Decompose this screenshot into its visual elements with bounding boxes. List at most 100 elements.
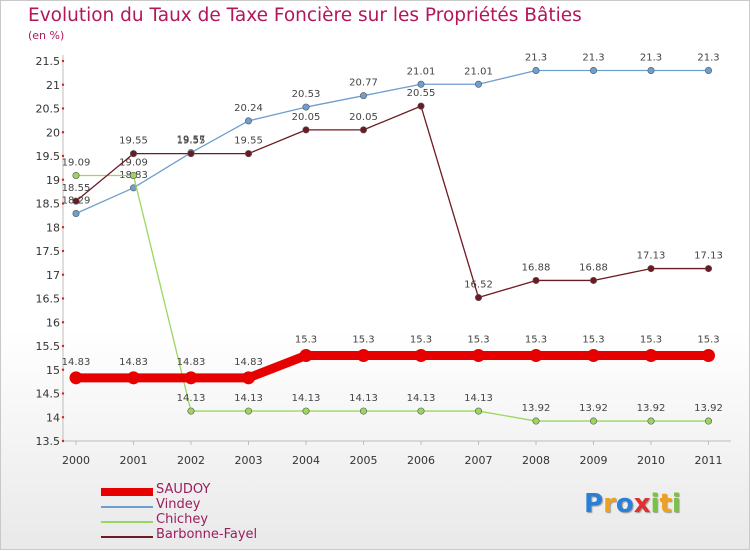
data-label-chichey: 13.92 [522, 403, 551, 414]
legend-label-vindey: Vindey [156, 497, 201, 512]
data-point-vindey [302, 103, 310, 111]
data-point-chichey [474, 407, 482, 415]
data-label-chichey: 19.09 [62, 157, 91, 168]
x-tick-label: 2002 [177, 454, 205, 467]
y-tick-label: 20 [46, 126, 60, 139]
data-point-saudoy [69, 371, 83, 385]
y-tick-mark [61, 154, 65, 158]
legend-swatch-saudoy [101, 488, 153, 496]
x-tick-label: 2004 [292, 454, 320, 467]
data-point-vindey [647, 67, 655, 75]
legend-label-saudoy: SAUDOY [156, 482, 211, 497]
data-label-saudoy: 15.3 [295, 335, 317, 346]
series-line-chichey [76, 174, 709, 422]
data-point-barbonne-fayel [359, 126, 367, 134]
data-point-vindey [589, 67, 597, 75]
data-label-chichey: 19.09 [119, 157, 148, 168]
data-point-chichey [532, 417, 540, 425]
data-label-vindey: 21.3 [582, 53, 604, 64]
data-point-saudoy [587, 349, 600, 362]
y-tick-label: 16 [46, 316, 60, 329]
data-label-barbonne-fayel: 16.52 [464, 280, 493, 291]
y-tick-mark [61, 178, 65, 181]
x-tick-label: 2011 [695, 454, 723, 467]
y-tick-label: 17 [46, 269, 60, 282]
data-label-barbonne-fayel: 18.55 [62, 183, 91, 194]
legend-swatch-barbonne-fayel [101, 536, 153, 538]
data-label-barbonne-fayel: 17.13 [637, 251, 666, 262]
x-tick-label: 2010 [637, 454, 665, 467]
data-point-saudoy [242, 371, 255, 385]
logo-letter: x [633, 489, 651, 519]
data-label-barbonne-fayel: 19.55 [177, 136, 206, 147]
series-line-vindey [75, 69, 709, 215]
data-point-saudoy [472, 349, 485, 362]
data-label-saudoy: 14.83 [62, 357, 91, 368]
y-tick-label: 21 [46, 79, 60, 92]
data-label-saudoy: 14.83 [177, 357, 206, 368]
data-point-saudoy [529, 349, 543, 362]
data-point-saudoy [357, 349, 370, 362]
logo-letter: i [650, 489, 660, 519]
y-tick-label: 18 [46, 221, 60, 234]
data-label-vindey: 20.53 [292, 89, 321, 100]
y-tick-mark [61, 416, 65, 419]
data-point-chichey [647, 417, 655, 425]
data-point-saudoy [414, 349, 428, 362]
data-label-chichey: 14.13 [292, 393, 321, 404]
y-tick-mark [61, 273, 65, 276]
data-label-barbonne-fayel: 20.55 [407, 88, 436, 99]
data-point-barbonne-fayel [72, 197, 80, 205]
y-tick-mark [61, 368, 65, 371]
data-point-saudoy [644, 349, 658, 362]
y-tick-mark [61, 83, 65, 86]
x-tick-label: 2008 [522, 454, 550, 467]
data-point-chichey [704, 417, 712, 425]
y-tick-label: 16.5 [36, 293, 61, 306]
y-tick-mark [61, 59, 65, 63]
data-point-saudoy [702, 349, 715, 362]
series-line-barbonne-fayel [75, 105, 709, 299]
data-point-chichey [72, 171, 80, 179]
data-label-barbonne-fayel: 16.88 [522, 262, 551, 273]
data-label-barbonne-fayel: 20.05 [292, 112, 321, 123]
data-point-saudoy [299, 349, 313, 362]
data-point-chichey [302, 407, 310, 415]
y-tick-label: 20.5 [36, 103, 61, 116]
legend-swatch-vindey [101, 506, 153, 508]
series-line-saudoy [76, 351, 709, 383]
x-tick-label: 2007 [465, 454, 493, 467]
data-point-barbonne-fayel [417, 102, 425, 110]
legend-label-barbonne-fayel: Barbonne-Fayel [156, 527, 258, 542]
data-point-chichey [589, 417, 597, 425]
data-label-barbonne-fayel: 19.55 [119, 136, 148, 147]
data-label-vindey: 21.3 [525, 53, 547, 64]
data-point-vindey [72, 209, 80, 217]
x-tick-label: 2003 [235, 454, 263, 467]
data-label-saudoy: 15.3 [525, 335, 547, 346]
y-tick-label: 14.5 [36, 388, 61, 401]
logo-letter: r [603, 489, 616, 519]
y-tick-mark [61, 107, 65, 110]
data-point-barbonne-fayel [647, 265, 655, 273]
logo-letter: i [671, 489, 681, 519]
logo-letter: t [659, 489, 672, 519]
data-point-chichey [130, 171, 138, 179]
y-tick-mark [61, 226, 65, 229]
y-tick-label: 13.5 [36, 435, 61, 448]
data-point-chichey [187, 407, 195, 415]
y-tick-mark [61, 202, 65, 205]
data-point-barbonne-fayel [130, 150, 138, 158]
data-label-vindey: 21.01 [464, 66, 493, 77]
data-label-chichey: 14.13 [177, 393, 206, 404]
y-tick-mark [61, 297, 65, 300]
y-tick-mark [61, 344, 65, 348]
data-label-vindey: 20.24 [234, 103, 263, 114]
data-point-barbonne-fayel [532, 276, 540, 284]
data-label-chichey: 13.92 [579, 403, 608, 414]
data-label-saudoy: 15.3 [467, 335, 489, 346]
y-tick-mark [61, 131, 65, 134]
data-label-chichey: 13.92 [637, 403, 666, 414]
data-label-saudoy: 15.3 [697, 335, 719, 346]
